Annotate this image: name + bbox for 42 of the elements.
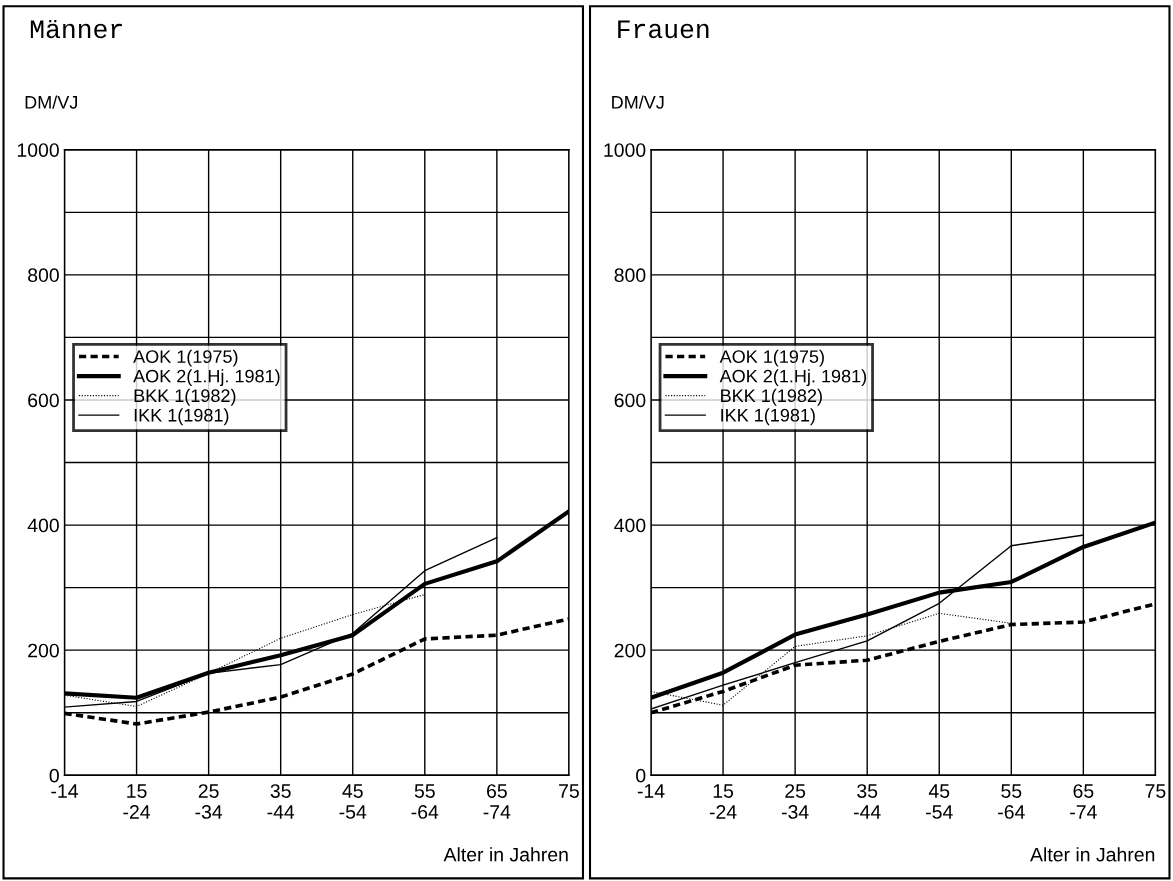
legend-label: AOK 1(1975): [719, 349, 824, 367]
y-tick-label: 400: [614, 518, 646, 533]
y-axis-title: DM/VJ: [612, 95, 664, 109]
y-tick-label: 400: [27, 518, 59, 533]
y-tick-label: 1000: [604, 143, 646, 158]
x-tick-label: 65 -74: [483, 784, 511, 819]
chart-title: Männer: [30, 19, 122, 39]
y-tick-label: 0: [636, 768, 646, 783]
x-tick-label: 25 -34: [781, 784, 809, 819]
legend-label: IKK 1(1981): [134, 408, 229, 426]
y-tick-label: 600: [28, 393, 59, 408]
x-tick-label: 55 -64: [411, 784, 439, 819]
y-tick-label: 1000: [17, 143, 59, 158]
x-tick-label: 75: [559, 784, 579, 798]
y-axis-title: DM/VJ: [25, 95, 77, 109]
y-tick-label: 800: [28, 268, 59, 283]
y-tick-label: 200: [28, 643, 59, 658]
legend-label: AOK 2(1.Hj. 1981): [719, 369, 867, 387]
x-tick-label: 25 -34: [195, 784, 223, 819]
x-tick-label: 35 -44: [267, 784, 295, 819]
y-tick-label: 600: [614, 393, 646, 408]
x-tick-label: -14: [51, 784, 78, 798]
x-tick-label: 65 -74: [1070, 784, 1097, 819]
x-tick-label: 15 -24: [123, 784, 151, 819]
legend-label: AOK 2(1.Hj. 1981): [133, 369, 280, 387]
x-tick-label: -14: [637, 784, 665, 798]
chart-title: Frauen: [618, 20, 709, 39]
x-axis-title: Alter in Jahren: [443, 847, 568, 862]
legend-label: IKK 1(1981): [721, 408, 815, 426]
legend-label: BKK 1(1982): [721, 388, 822, 406]
x-tick-label: 15 -24: [709, 784, 737, 819]
x-tick-label: 35 -44: [853, 784, 881, 819]
legend-label: BKK 1(1982): [134, 388, 236, 406]
y-tick-label: 800: [614, 268, 646, 283]
x-tick-label: 45 -54: [339, 784, 367, 819]
x-axis-title: Alter in Jahren: [1030, 847, 1155, 862]
legend-label: AOK 1(1975): [133, 349, 238, 367]
y-tick-label: 0: [49, 768, 59, 783]
y-tick-label: 200: [614, 643, 646, 658]
x-tick-label: 55 -64: [998, 784, 1025, 819]
x-tick-label: 75: [1145, 784, 1166, 798]
x-tick-label: 45 -54: [926, 784, 953, 819]
